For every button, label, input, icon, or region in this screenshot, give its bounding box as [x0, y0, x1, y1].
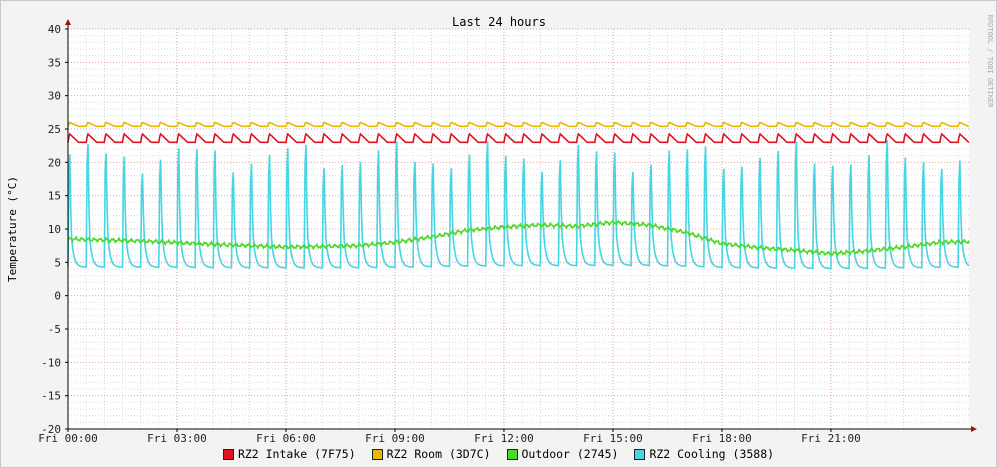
y-axis-label: Temperature (°C) — [6, 176, 19, 282]
legend-item-cooling: RZ2 Cooling (3588) — [634, 447, 774, 461]
y-tick-label: -10 — [41, 356, 61, 369]
x-tick-label: Fri 18:00 — [692, 432, 752, 445]
series-lines — [67, 121, 970, 270]
legend-label-intake: RZ2 Intake (7F75) — [237, 447, 356, 461]
y-tick-label: 10 — [48, 223, 61, 236]
legend-label-cooling: RZ2 Cooling (3588) — [649, 447, 775, 461]
axes — [65, 19, 977, 432]
x-tick-label: Fri 00:00 — [38, 432, 98, 445]
series-line-cooling — [67, 139, 970, 270]
x-tick-label: Fri 03:00 — [147, 432, 207, 445]
legend-item-room: RZ2 Room (3D7C) — [371, 447, 491, 461]
y-tick-label: 25 — [48, 123, 61, 136]
legend-swatch-intake — [222, 448, 234, 460]
chart-title: Last 24 hours — [452, 15, 546, 29]
legend-swatch-cooling — [634, 448, 646, 460]
legend-label-room: RZ2 Room (3D7C) — [386, 447, 491, 461]
rrdtool-watermark: RRDTOOL / TOBI OETIKER — [986, 15, 994, 109]
legend-swatch-outdoor — [506, 448, 518, 460]
x-tick-label: Fri 12:00 — [474, 432, 534, 445]
y-tick-label: 15 — [48, 190, 61, 203]
series-line-outdoor — [67, 218, 970, 257]
y-tick-label: 40 — [48, 23, 61, 36]
x-tick-label: Fri 15:00 — [583, 432, 643, 445]
y-tick-label: 5 — [54, 256, 61, 269]
legend-item-intake: RZ2 Intake (7F75) — [222, 447, 356, 461]
y-tick-label: -5 — [48, 323, 61, 336]
x-tick-label: Fri 21:00 — [801, 432, 861, 445]
y-tick-label: 35 — [48, 56, 61, 69]
x-tick-label: Fri 09:00 — [365, 432, 425, 445]
y-tick-label: -15 — [41, 390, 61, 403]
series-line-intake — [67, 132, 970, 144]
x-axis-arrow — [971, 426, 977, 432]
legend-swatch-room — [371, 448, 383, 460]
y-tick-label: 0 — [54, 290, 61, 303]
legend: RZ2 Intake (7F75) RZ2 Room (3D7C) Outdoo… — [1, 447, 996, 461]
grid — [67, 28, 969, 430]
x-tick-label: Fri 06:00 — [256, 432, 316, 445]
legend-item-outdoor: Outdoor (2745) — [506, 447, 619, 461]
y-axis-arrow — [65, 19, 71, 25]
y-tick-label: 20 — [48, 156, 61, 169]
series-line-room — [67, 121, 970, 128]
y-tick-label: -20 — [41, 423, 61, 436]
legend-label-outdoor: Outdoor (2745) — [521, 447, 619, 461]
y-tick-label: 30 — [48, 90, 61, 103]
